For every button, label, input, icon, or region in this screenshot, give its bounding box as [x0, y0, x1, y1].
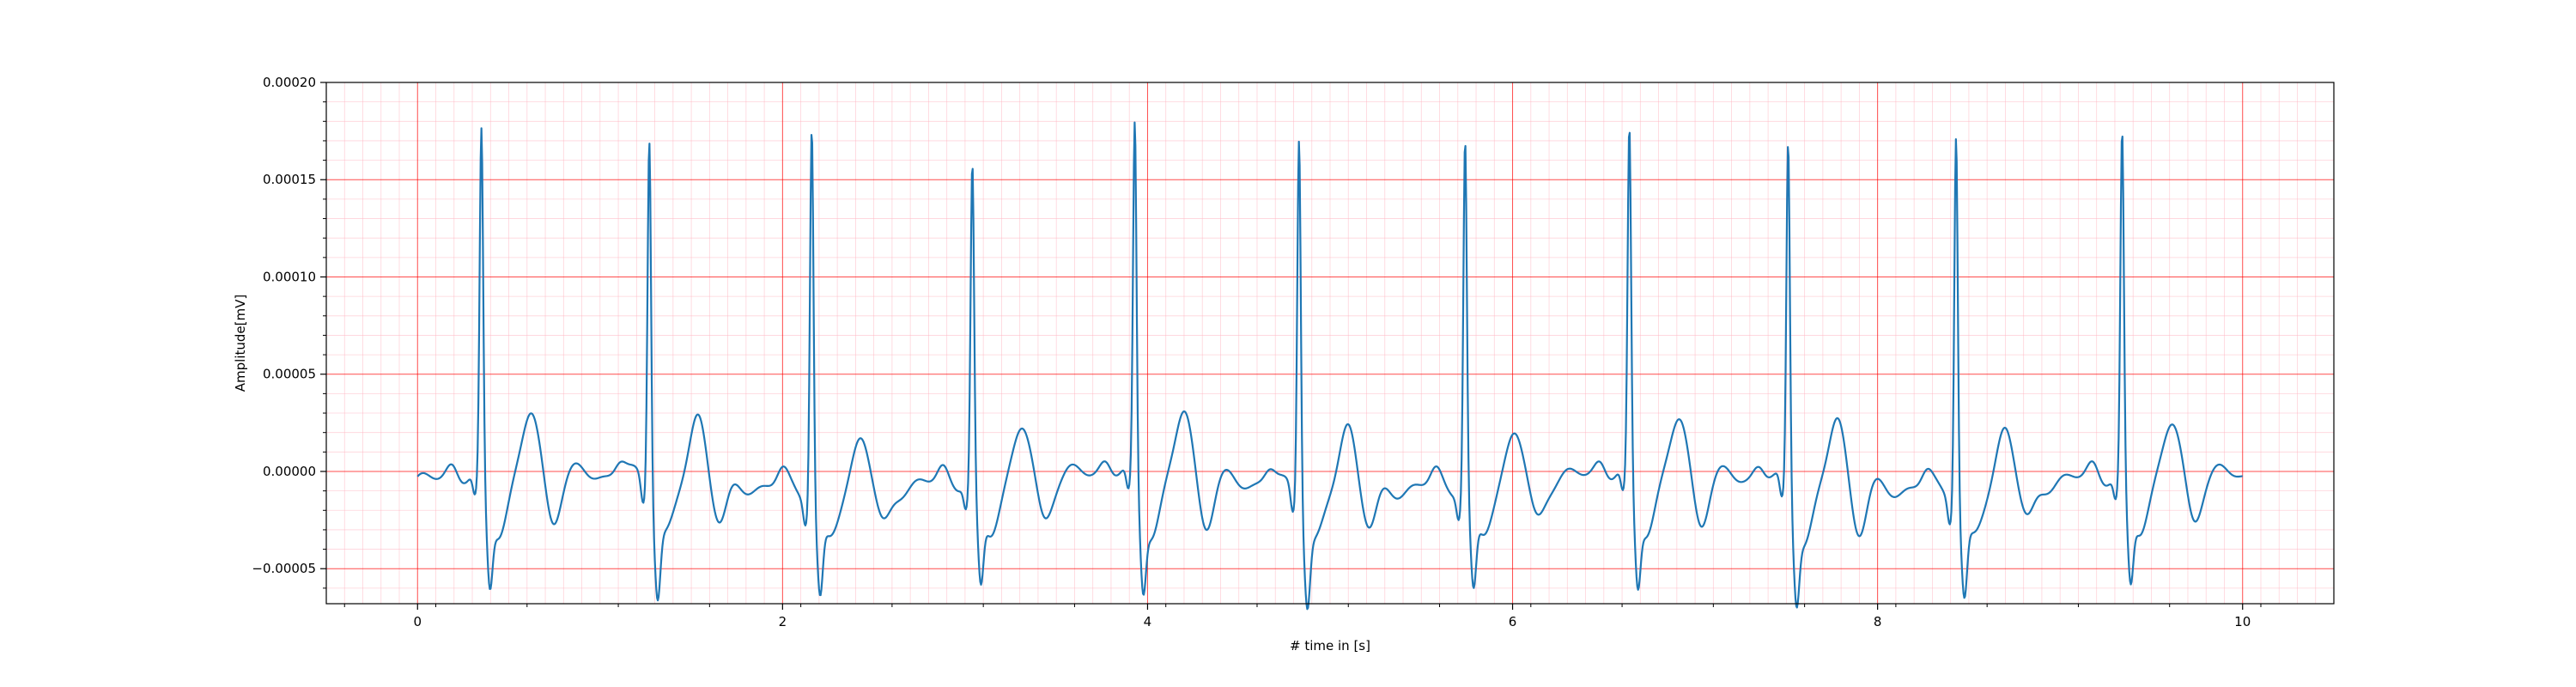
x-tick-label: 8 [1874, 614, 1882, 629]
x-tick-label: 6 [1509, 614, 1517, 629]
tick-marks: 0 2 4 6 8 10 −0.00005 0.00000 0.00005 0.00010 0.00… [252, 75, 2262, 629]
y-tick-label: 0.00020 [263, 75, 316, 90]
x-tick-label: 2 [779, 614, 787, 629]
y-axis-label: Amplitude[mV] [233, 295, 248, 392]
axes [325, 82, 2335, 605]
y-tick-label: −0.00005 [252, 561, 316, 576]
x-tick-label: 10 [2234, 614, 2251, 629]
x-tick-label: 0 [413, 614, 422, 629]
x-axis-label: # time in [s] [1290, 638, 1370, 654]
major-grid [326, 82, 2334, 604]
y-tick-label: 0.00015 [263, 172, 316, 187]
ecg-series-line [416, 121, 2243, 611]
y-tick-label: 0.00000 [263, 464, 316, 479]
axes-frame [325, 82, 2335, 605]
y-tick-label: 0.00005 [263, 367, 316, 382]
y-tick-label: 0.00010 [263, 269, 316, 284]
x-tick-label: 4 [1144, 614, 1152, 629]
plot-area [416, 121, 2243, 611]
minor-grid [326, 82, 2334, 604]
